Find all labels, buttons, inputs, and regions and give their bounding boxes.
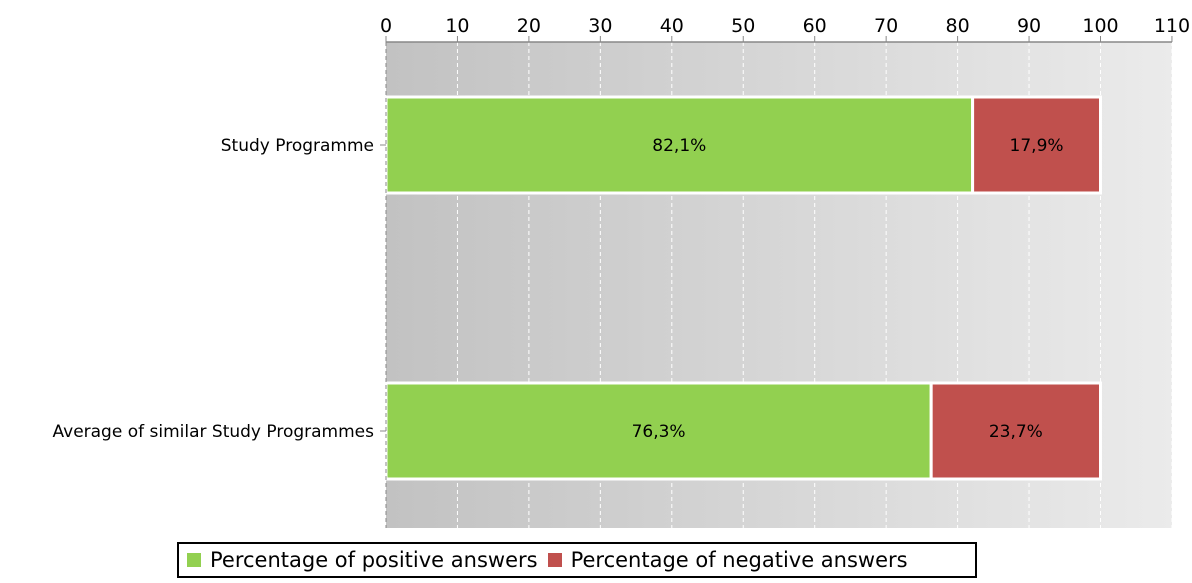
bar-label-positive-0: 82,1% (652, 136, 706, 156)
legend-item-negative: Percentage of negative answers (547, 548, 908, 572)
x-tick-label-50: 50 (731, 15, 755, 37)
bar-negative-0 (971, 95, 1102, 195)
bar-label-positive-1: 76,3% (632, 422, 686, 442)
x-tick-label-80: 80 (946, 15, 970, 37)
axes: 0 10 20 30 40 50 60 70 80 90 100 110 Study Programme… (53, 15, 1190, 528)
bar-positive-0 (384, 95, 975, 195)
x-tick-label-60: 60 (803, 15, 827, 37)
x-tick-label-0: 0 (380, 15, 392, 37)
legend-item-positive: Percentage of positive answers (187, 548, 538, 572)
legend-label-positive: Percentage of positive answers (210, 548, 538, 572)
x-tick-label-70: 70 (874, 15, 898, 37)
legend: Percentage of positive answers Percentag… (177, 542, 977, 578)
legend-swatch-negative (547, 553, 562, 567)
bars: 82,1% 17,9% 76,3% 23,7% (384, 95, 1103, 481)
bar-label-negative-0: 17,9% (1010, 136, 1064, 156)
bar-negative-1 (929, 381, 1103, 481)
x-tick-label-100: 100 (1082, 15, 1118, 37)
legend-swatch-positive (187, 553, 201, 567)
x-tick-label-10: 10 (445, 15, 469, 37)
x-tick-label-110: 110 (1154, 15, 1190, 37)
legend-label-negative: Percentage of negative answers (570, 548, 908, 572)
x-tick-label-40: 40 (660, 15, 684, 37)
bar-label-negative-1: 23,7% (989, 422, 1043, 442)
x-tick-label-20: 20 (517, 15, 541, 37)
category-label-0: Study Programme (221, 136, 374, 156)
x-tick-label-90: 90 (1017, 15, 1041, 37)
category-label-1: Average of similar Study Programmes (53, 422, 375, 442)
x-tick-label-30: 30 (588, 15, 612, 37)
